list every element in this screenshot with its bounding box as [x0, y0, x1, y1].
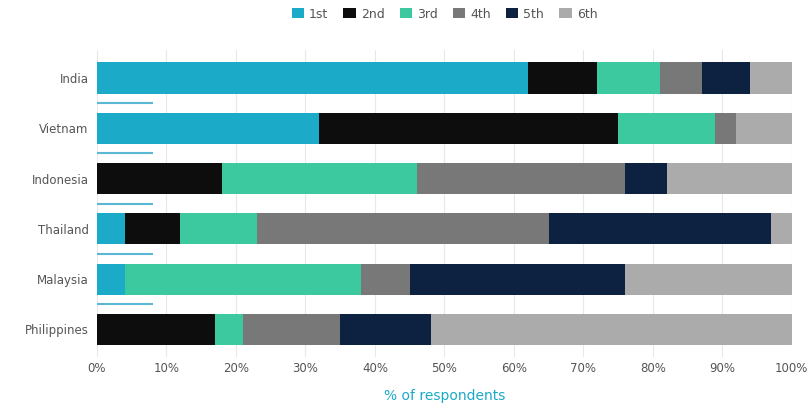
Bar — [549, 213, 771, 244]
Bar — [180, 213, 257, 244]
Bar — [417, 163, 625, 194]
Bar — [618, 113, 715, 144]
Bar — [319, 113, 618, 144]
Bar — [410, 263, 625, 295]
Bar — [667, 163, 792, 194]
Bar — [97, 63, 528, 94]
Bar — [736, 113, 792, 144]
Bar — [124, 263, 361, 295]
Bar — [625, 163, 667, 194]
Bar — [660, 63, 701, 94]
Bar — [597, 63, 660, 94]
Bar — [715, 113, 736, 144]
Bar — [97, 263, 124, 295]
Bar — [97, 113, 319, 144]
Bar — [124, 213, 180, 244]
Bar — [361, 263, 410, 295]
Bar — [97, 314, 215, 345]
X-axis label: % of respondents: % of respondents — [384, 389, 505, 403]
Bar — [528, 63, 597, 94]
Legend: 1st, 2nd, 3rd, 4th, 5th, 6th: 1st, 2nd, 3rd, 4th, 5th, 6th — [292, 8, 597, 21]
Bar — [771, 213, 792, 244]
Bar — [257, 213, 549, 244]
Bar — [222, 163, 417, 194]
Bar — [215, 314, 243, 345]
Bar — [97, 213, 124, 244]
Bar — [750, 63, 792, 94]
Bar — [701, 63, 750, 94]
Bar — [243, 314, 340, 345]
Bar — [97, 163, 222, 194]
Bar — [625, 263, 792, 295]
Bar — [431, 314, 792, 345]
Bar — [340, 314, 431, 345]
